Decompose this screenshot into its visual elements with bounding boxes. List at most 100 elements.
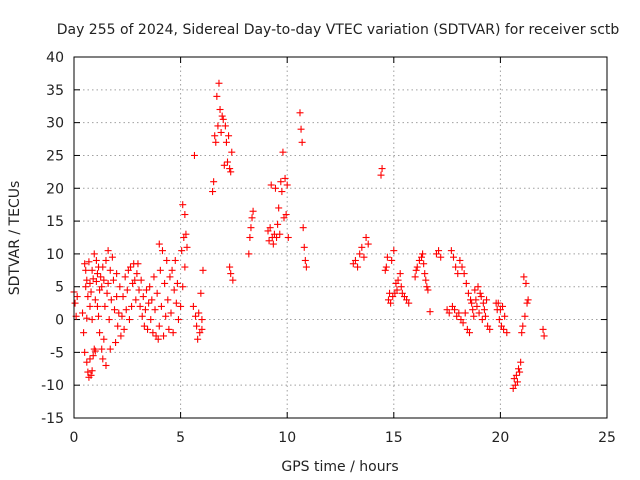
data-point-71 xyxy=(123,286,131,294)
data-point-299 xyxy=(522,279,530,287)
data-point-228 xyxy=(418,253,426,261)
data-point-280 xyxy=(495,316,503,324)
data-point-268 xyxy=(476,289,484,297)
data-point-263 xyxy=(471,286,479,294)
data-point-232 xyxy=(422,276,430,284)
data-point-210 xyxy=(387,299,395,307)
data-point-295 xyxy=(518,329,526,337)
y-tick-label-11: 40 xyxy=(46,50,64,66)
data-point-224 xyxy=(411,273,419,281)
data-point-90 xyxy=(144,325,152,333)
y-tick-label-6: 15 xyxy=(46,214,64,230)
data-point-87 xyxy=(140,322,148,330)
data-point-117 xyxy=(171,256,179,264)
chart-title: Day 255 of 2024, Sidereal Day-to-day VTE… xyxy=(57,22,620,38)
data-point-137 xyxy=(197,289,205,297)
data-point-78 xyxy=(131,276,139,284)
data-point-93 xyxy=(147,316,155,324)
data-point-103 xyxy=(156,266,164,274)
data-point-276 xyxy=(486,325,494,333)
data-point-35 xyxy=(95,312,103,320)
x-tick-label-1: 5 xyxy=(176,430,185,446)
data-point-112 xyxy=(166,273,174,281)
data-point-266 xyxy=(474,283,482,291)
data-point-199 xyxy=(358,243,366,251)
data-point-55 xyxy=(107,296,115,304)
plot-frame xyxy=(73,56,608,419)
data-point-91 xyxy=(145,299,153,307)
data-point-128 xyxy=(182,230,190,238)
data-point-85 xyxy=(138,312,146,320)
data-point-11 xyxy=(83,314,91,322)
data-point-197 xyxy=(354,263,362,271)
data-point-95 xyxy=(149,329,157,337)
data-point-190 xyxy=(298,138,306,146)
data-point-130 xyxy=(189,302,197,310)
data-point-167 xyxy=(249,207,257,215)
data-point-173 xyxy=(269,240,277,248)
data-point-145 xyxy=(213,92,221,100)
data-point-10 xyxy=(83,358,91,366)
data-point-21 xyxy=(87,288,95,296)
data-point-107 xyxy=(161,279,169,287)
data-point-157 xyxy=(226,165,234,173)
data-point-191 xyxy=(299,224,307,232)
y-tick-label-3: 0 xyxy=(55,313,64,329)
data-point-8 xyxy=(82,283,90,291)
data-point-89 xyxy=(142,286,150,294)
data-point-97 xyxy=(151,306,159,314)
y-tick-label-4: 5 xyxy=(55,280,64,296)
data-point-62 xyxy=(114,322,122,330)
data-point-108 xyxy=(162,312,170,320)
data-point-86 xyxy=(139,293,147,301)
data-point-100 xyxy=(154,335,162,343)
data-point-129 xyxy=(183,243,191,251)
data-point-69 xyxy=(121,273,129,281)
data-point-284 xyxy=(500,325,508,333)
data-point-111 xyxy=(165,325,173,333)
data-point-225 xyxy=(412,266,420,274)
data-point-302 xyxy=(539,325,547,333)
data-point-294 xyxy=(517,358,525,366)
data-point-131 xyxy=(190,151,198,159)
data-point-160 xyxy=(226,263,234,271)
data-point-133 xyxy=(193,322,201,330)
data-point-139 xyxy=(199,266,207,274)
data-point-255 xyxy=(462,279,470,287)
data-point-40 xyxy=(98,345,106,353)
data-point-20 xyxy=(87,371,95,379)
data-point-61 xyxy=(113,270,121,278)
data-point-156 xyxy=(225,132,233,140)
data-point-248 xyxy=(455,309,463,317)
data-point-182 xyxy=(279,148,287,156)
data-point-106 xyxy=(160,332,168,340)
data-point-196 xyxy=(351,256,359,264)
data-point-150 xyxy=(218,112,226,120)
data-point-272 xyxy=(480,306,488,314)
data-point-109 xyxy=(163,256,171,264)
data-point-163 xyxy=(245,250,253,258)
data-point-152 xyxy=(220,161,228,169)
x-tick-label-0: 0 xyxy=(70,430,79,446)
data-point-24 xyxy=(88,266,96,274)
data-point-165 xyxy=(247,224,255,232)
data-point-166 xyxy=(248,214,256,222)
data-point-200 xyxy=(360,253,368,261)
data-point-4 xyxy=(79,309,87,317)
data-point-180 xyxy=(277,178,285,186)
data-point-68 xyxy=(120,325,128,333)
data-point-124 xyxy=(179,283,187,291)
data-point-245 xyxy=(452,263,460,271)
data-point-151 xyxy=(219,115,227,123)
data-point-300 xyxy=(523,299,531,307)
data-point-241 xyxy=(447,247,455,255)
x-tick-label-5: 25 xyxy=(598,430,616,446)
data-point-74 xyxy=(126,263,134,271)
data-point-83 xyxy=(136,302,144,310)
data-point-41 xyxy=(98,283,106,291)
data-point-235 xyxy=(426,308,434,316)
data-point-65 xyxy=(117,332,125,340)
data-point-251 xyxy=(458,263,466,271)
data-point-116 xyxy=(170,286,178,294)
data-point-60 xyxy=(113,293,121,301)
